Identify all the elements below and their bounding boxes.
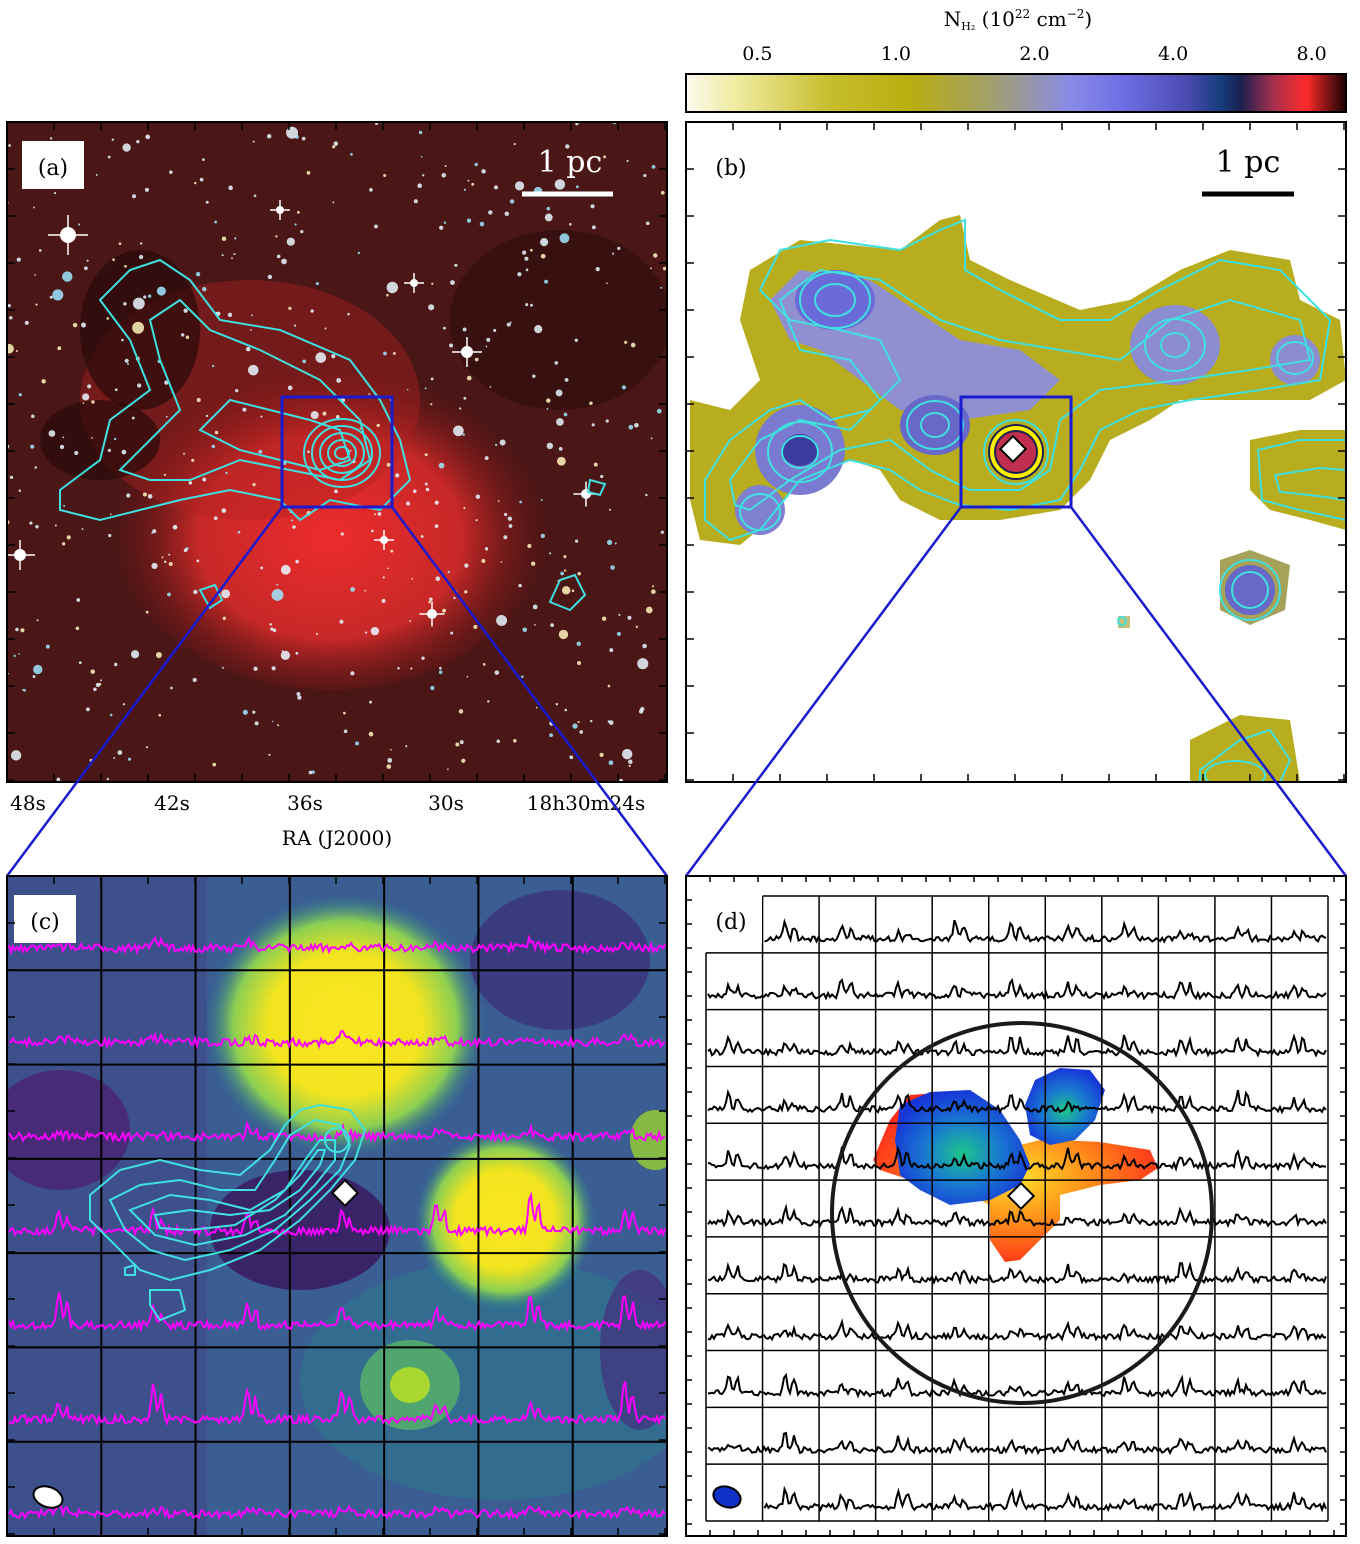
spectra-d bbox=[707, 918, 1327, 1513]
panel-b: (b) 1 pc bbox=[685, 121, 1347, 783]
zoom-connectors bbox=[5, 506, 1348, 877]
panel-c: (c) bbox=[6, 875, 668, 1537]
zoom-box-b bbox=[959, 395, 1073, 509]
spectrum-row bbox=[707, 977, 1327, 1001]
panel-label-a: (a) bbox=[38, 156, 68, 181]
ra-tick-label: 42s bbox=[154, 791, 190, 815]
source-aperture-circle bbox=[830, 1021, 1214, 1405]
ra-tick-label: 36s bbox=[287, 791, 323, 815]
colorbar-tick-label: 8.0 bbox=[1297, 43, 1327, 65]
panel-label-c: (c) bbox=[30, 910, 60, 935]
source-marker-b bbox=[998, 434, 1028, 464]
panel-label-d: (d) bbox=[715, 910, 746, 935]
star-field bbox=[7, 122, 667, 782]
spectrum-row bbox=[707, 1431, 1327, 1456]
panel-label-b: (b) bbox=[715, 156, 746, 181]
ra-axis-title: RA (J2000) bbox=[282, 826, 392, 850]
spectrum-row bbox=[707, 1145, 1326, 1172]
spectrum-row bbox=[764, 918, 1327, 944]
zoom-box-a bbox=[280, 395, 394, 509]
colorbar-title: NH₂ (1022 cm−2) bbox=[944, 7, 1092, 33]
spectrum-row bbox=[707, 1372, 1327, 1399]
contours-c bbox=[89, 1103, 367, 1322]
spectrum-row bbox=[707, 1203, 1327, 1228]
scale-bar-label-b: 1 pc bbox=[1216, 145, 1281, 180]
ra-tick-label: 48s bbox=[10, 791, 46, 815]
panel-a: (a) 1 pc bbox=[6, 121, 668, 783]
colorbar-gradient bbox=[685, 73, 1347, 113]
panel-label-box bbox=[22, 141, 84, 189]
ra-tick-label: 30s bbox=[428, 791, 464, 815]
panel-d: (d) bbox=[685, 875, 1347, 1537]
spectrum-row bbox=[707, 1033, 1327, 1058]
source-marker-c bbox=[330, 1178, 360, 1208]
spectrum-row bbox=[707, 1088, 1327, 1115]
ra-axis: 48s 42s 36s 30s 18h30m24s RA (J2000) bbox=[10, 791, 645, 850]
colorbar-tick-label: 0.5 bbox=[742, 43, 772, 65]
spectrum-row bbox=[763, 1485, 1327, 1513]
spectrum-row bbox=[8, 1030, 666, 1050]
beam-ellipse-c bbox=[32, 1485, 64, 1509]
ra-tick-label: 18h30m24s bbox=[527, 791, 645, 815]
beam-ellipse-d bbox=[712, 1485, 742, 1509]
colorbar-tick-label: 2.0 bbox=[1019, 43, 1049, 65]
spectra-c bbox=[8, 934, 666, 1521]
spectrum-row bbox=[8, 934, 666, 956]
spectrum-row bbox=[8, 1381, 666, 1427]
scale-bar-label-a: 1 pc bbox=[538, 145, 603, 180]
colorbar-tick-label: 4.0 bbox=[1158, 43, 1188, 65]
source-circle bbox=[990, 426, 1042, 478]
source-marker-d bbox=[1006, 1181, 1036, 1211]
spectrum-row bbox=[8, 1191, 666, 1239]
spectrum-row bbox=[707, 1318, 1327, 1342]
spectrum-row bbox=[8, 1501, 666, 1521]
spectrum-row bbox=[8, 1120, 666, 1144]
colorbar-tick-label: 1.0 bbox=[881, 43, 911, 65]
spectrum-row bbox=[707, 1261, 1327, 1286]
colorbar: NH₂ (1022 cm−2) 0.5 1.0 2.0 4.0 8.0 bbox=[685, 7, 1347, 113]
spectrum-row bbox=[8, 1292, 666, 1333]
contours-a bbox=[59, 258, 607, 612]
